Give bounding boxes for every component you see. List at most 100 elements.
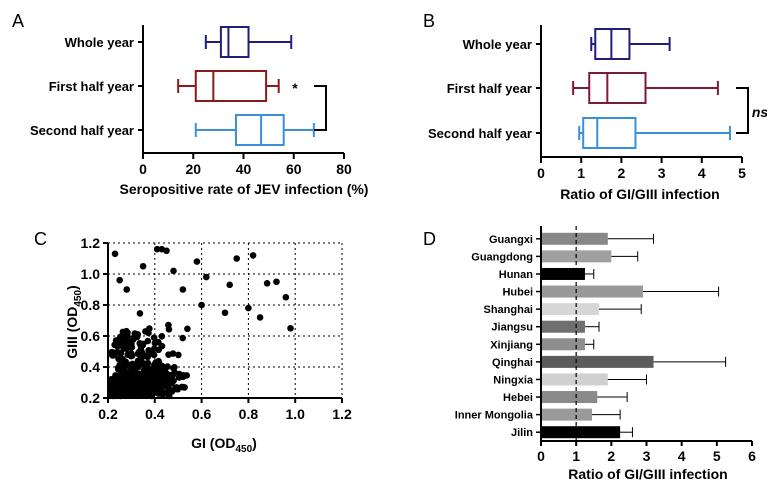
panel-b-category-label: Whole year	[463, 37, 532, 52]
panel-a-box	[219, 26, 250, 58]
panel-b-x-tick-label: 2	[618, 165, 626, 181]
panel-a-category-label: Second half year	[30, 123, 134, 138]
panel-d-bar	[541, 232, 608, 245]
panel-c-point	[168, 372, 175, 380]
panel-d-category-label: Jilin	[511, 427, 533, 439]
panel-a-x-tick-label: 80	[336, 161, 352, 177]
panel-c-point	[173, 384, 181, 391]
panel-c-point	[168, 378, 176, 386]
panel-c-point	[184, 325, 191, 333]
panel-c-point	[123, 286, 131, 293]
panel-d-x-tick-label: 4	[678, 448, 686, 464]
panel-c-point	[165, 321, 172, 329]
panel-c-y-title-sub: 450	[73, 289, 84, 306]
panel-b-box	[594, 28, 631, 60]
panel-letter-b: B	[423, 11, 435, 31]
panel-b-x-tick-label: 5	[738, 165, 746, 181]
panel-c-point	[137, 361, 144, 368]
panel-d-bar-chart: Guangxi Guangdong Hunan Hubei Shanghai Jiangs…	[455, 226, 756, 464]
panel-b-boxplot: 0 1 2 3 4 5 Whole year First half year Second ha…	[428, 25, 767, 181]
panel-c-point	[127, 343, 134, 351]
panel-c-point	[233, 255, 240, 262]
panel-c-point	[164, 363, 171, 370]
panel-a-significance-label: *	[292, 80, 298, 96]
panel-c-point	[193, 258, 201, 265]
panel-c-point	[160, 368, 167, 375]
panel-c-point	[175, 374, 183, 381]
panel-d-bar	[541, 338, 585, 351]
panel-c-point	[156, 388, 163, 395]
panel-a-x-tick-label: 40	[236, 161, 252, 177]
panel-c-y-title-main: GIII (OD	[64, 307, 80, 359]
panel-c-point	[126, 380, 134, 388]
panel-c-point	[122, 358, 130, 366]
panel-c-point	[164, 384, 172, 391]
panel-c-point	[256, 314, 264, 321]
panel-c-scatter: 0.2 0.4 0.6 0.8 1.0 1.2 0.2 0.4 0.6 0.8 1.0 1.2	[81, 235, 352, 422]
panel-c-point	[111, 341, 118, 349]
panel-c-x-tick-label: 0.8	[239, 406, 259, 422]
panel-a-x-tick-label: 20	[185, 161, 201, 177]
panel-d-category-label: Hubei	[502, 287, 533, 299]
panel-c-point	[155, 357, 162, 365]
panel-a-category-label: Whole year	[65, 35, 134, 50]
panel-b-x-tick-label: 1	[577, 165, 585, 181]
panel-c-point	[136, 310, 144, 317]
panel-c-point	[121, 384, 128, 392]
panel-c-x-title-close: )	[252, 435, 257, 451]
panel-d-bar	[541, 303, 600, 316]
panel-c-point	[107, 376, 115, 383]
panel-c-point	[128, 352, 136, 360]
panel-b-significance-label: ns	[752, 104, 767, 120]
panel-b-x-tick-label: 4	[698, 165, 706, 181]
panel-c-x-tick-label: 0.2	[98, 406, 118, 422]
panel-d-category-label: Guangxi	[489, 234, 533, 246]
panel-c-point	[153, 245, 161, 253]
panel-c-x-title-main: GI (OD	[191, 435, 235, 451]
panel-c-point	[170, 267, 177, 275]
panel-c-point	[175, 351, 182, 359]
panel-d-bar	[541, 408, 592, 421]
panel-a-x-tick-label: 60	[286, 161, 302, 177]
panel-c-point	[163, 247, 170, 255]
panel-c-point	[273, 278, 280, 286]
panel-c-point	[226, 281, 233, 289]
panel-c-x-tick-label: 0.4	[145, 406, 165, 422]
panel-b-x-axis-title: Ratio of GI/GIII infection	[560, 186, 719, 202]
panel-c-point	[139, 262, 147, 270]
panel-letter-c: C	[34, 229, 47, 249]
panel-c-point	[245, 304, 252, 312]
panel-c-point	[221, 309, 229, 317]
panel-c-point	[202, 273, 210, 281]
panel-c-y-tick-label: 0.8	[81, 297, 101, 313]
panel-letter-d: D	[423, 229, 436, 249]
panel-c-point	[144, 337, 152, 345]
panel-c-point	[150, 351, 158, 359]
panel-d-category-label: Guangdong	[471, 251, 533, 263]
panel-d-bar	[541, 267, 585, 280]
panel-d-x-tick-label: 5	[713, 448, 721, 464]
panel-d-x-tick-label: 3	[643, 448, 651, 464]
panel-c-point	[114, 364, 122, 372]
panel-c-point	[263, 280, 271, 287]
panel-c-point	[152, 381, 159, 389]
panel-a-box	[194, 70, 268, 102]
panel-c-point	[134, 381, 142, 388]
panel-c-point	[150, 334, 158, 341]
panel-c-point	[124, 329, 131, 336]
panel-c-point	[282, 293, 290, 301]
panel-c-point	[287, 324, 294, 332]
panel-c-point	[179, 286, 187, 293]
panel-c-y-tick-label: 0.2	[81, 390, 101, 406]
panel-c-point	[143, 376, 151, 383]
panel-d-bar	[541, 373, 608, 386]
panel-c-x-tick-label: 1.0	[285, 406, 305, 422]
panel-c-point	[154, 363, 161, 371]
panel-d-category-label: Qinghai	[492, 357, 533, 369]
panel-a-significance-bracket	[314, 85, 327, 131]
panel-b-box	[588, 72, 647, 104]
panel-d-bar	[541, 285, 643, 298]
panel-d-bar	[541, 391, 598, 404]
panel-c-point	[151, 339, 159, 347]
panel-c-point	[137, 343, 145, 351]
